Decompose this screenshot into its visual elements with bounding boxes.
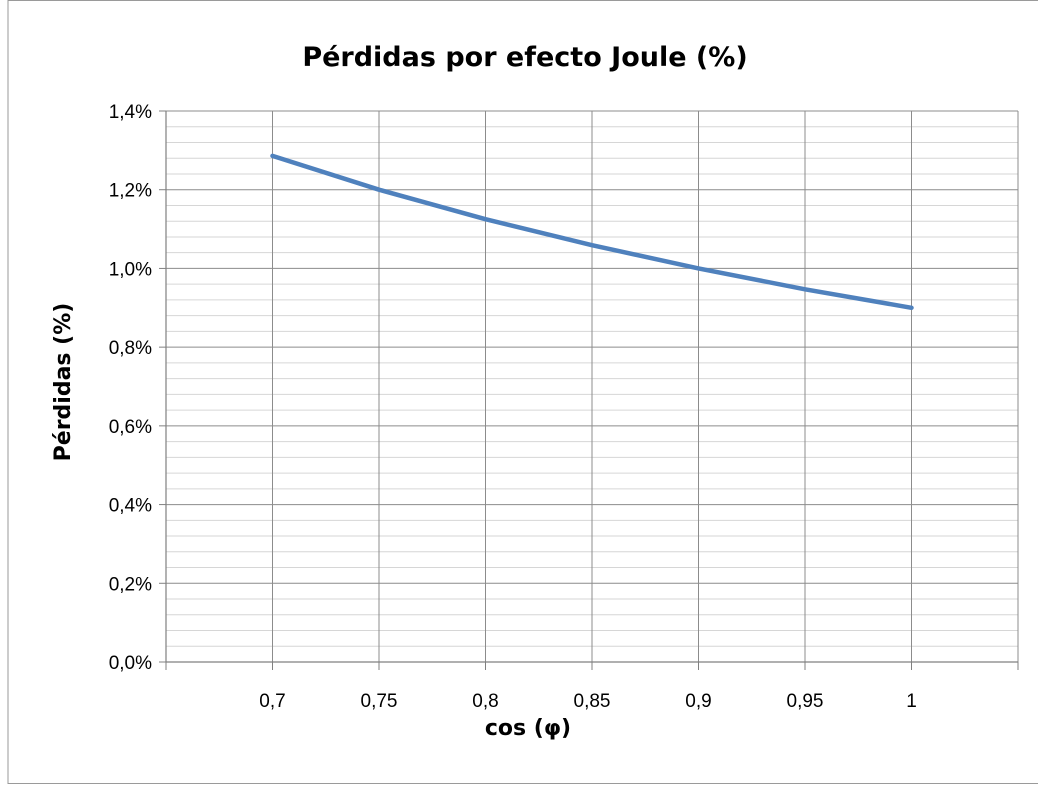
x-tick-label: 0,8 xyxy=(472,691,498,712)
x-tick-label: 0,7 xyxy=(259,691,285,712)
x-tick-label: 0,9 xyxy=(685,691,711,712)
chart-title: Pérdidas por efecto Joule (%) xyxy=(302,42,747,73)
y-tick-label: 1,4% xyxy=(109,102,152,123)
y-axis-title: Pérdidas (%) xyxy=(51,303,76,462)
y-tick-label: 0,6% xyxy=(109,417,152,438)
y-tick-label: 0,4% xyxy=(109,496,152,517)
x-tick-label: 0,95 xyxy=(787,691,824,712)
x-tick-label: 0,75 xyxy=(361,691,398,712)
y-tick-label: 0,0% xyxy=(109,653,152,674)
chart-border xyxy=(7,0,1038,784)
series-layer xyxy=(270,153,914,311)
axes xyxy=(159,110,1019,670)
y-tick-label: 1,2% xyxy=(109,181,152,202)
y-tick-label: 0,2% xyxy=(109,574,152,595)
y-tick-labels: 0,0% 0,2% 0,4% 0,6% 0,8% 1,0% 1,2% 1,4% xyxy=(109,102,152,674)
x-tick-labels: 0,7 0,75 0,8 0,85 0,9 0,95 1 xyxy=(259,691,917,712)
series-line-0 xyxy=(270,153,914,311)
x-tick-label: 0,85 xyxy=(574,691,611,712)
y-tick-label: 0,8% xyxy=(109,338,152,359)
y-tick-label: 1,0% xyxy=(109,259,152,280)
x-tick-label: 1 xyxy=(906,691,917,712)
x-axis-title: cos (φ) xyxy=(485,716,571,741)
